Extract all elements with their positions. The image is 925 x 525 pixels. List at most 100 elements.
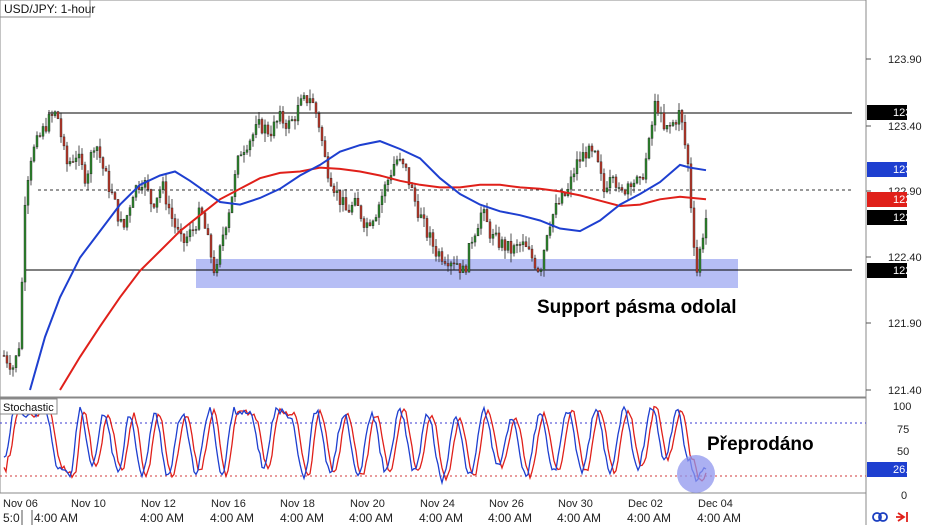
candle-body xyxy=(116,199,120,222)
candle-body xyxy=(263,124,267,134)
candle-body xyxy=(632,182,636,187)
price-tag-label: 123.50 xyxy=(893,107,925,119)
candle-body xyxy=(275,120,279,123)
candle-body xyxy=(29,160,33,181)
candle-body xyxy=(305,95,309,104)
candle-body xyxy=(383,184,387,197)
candle-body xyxy=(641,177,645,180)
candle-body xyxy=(230,196,234,213)
candle-body xyxy=(365,222,369,228)
candle-body xyxy=(104,168,108,172)
price-panel xyxy=(0,0,867,398)
candle-body xyxy=(440,251,444,262)
price-tick: 123.90 xyxy=(888,54,922,66)
oversold-annotation: Přeprodáno xyxy=(707,434,814,455)
candle-body xyxy=(290,119,294,121)
candle-body xyxy=(80,153,84,165)
candle-body xyxy=(698,248,702,273)
candle-body xyxy=(332,185,336,193)
candle-body xyxy=(92,150,96,153)
date-label: Nov 30 xyxy=(558,498,593,510)
candle-body xyxy=(239,154,243,157)
candle-body xyxy=(191,229,195,231)
price-tag-resistance xyxy=(867,105,907,120)
time-label: 4:00 AM xyxy=(34,511,78,525)
candle-body xyxy=(692,207,696,248)
candle-body xyxy=(434,246,438,257)
candle-body xyxy=(161,181,165,190)
candle-body xyxy=(626,183,630,195)
candle-body xyxy=(644,158,648,180)
candle-body xyxy=(23,204,27,283)
stoch-tick: 75 xyxy=(897,424,909,436)
candle-body xyxy=(173,218,177,228)
candle-body xyxy=(527,246,531,250)
candle-body xyxy=(176,226,180,230)
candle-body xyxy=(281,111,285,124)
candle-body xyxy=(77,153,81,159)
stoch-tick: 0 xyxy=(901,490,907,502)
candle-body xyxy=(182,233,186,243)
candle-body xyxy=(401,158,405,165)
candle-body xyxy=(611,176,615,179)
candle-body xyxy=(602,173,606,193)
date-label: Dec 02 xyxy=(628,498,663,510)
candle-body xyxy=(296,105,300,122)
candle-body xyxy=(671,122,675,126)
candle-body xyxy=(677,110,681,125)
candle-body xyxy=(596,150,600,163)
candle-body xyxy=(536,267,540,272)
candle-body xyxy=(503,239,507,251)
candle-body xyxy=(482,209,486,214)
go-to-latest-icon[interactable] xyxy=(896,512,908,522)
candle-body xyxy=(461,265,465,273)
candle-body xyxy=(689,163,693,209)
stoch-value-tag xyxy=(867,462,907,477)
time-label: 4:00 AM xyxy=(140,511,184,525)
candle-body xyxy=(266,124,270,135)
time-label: 4:00 AM xyxy=(280,511,324,525)
candle-body xyxy=(395,159,399,165)
date-label: Nov 18 xyxy=(280,498,315,510)
candle-body xyxy=(548,226,552,236)
candle-body xyxy=(662,112,666,130)
candle-body xyxy=(650,124,654,139)
candle-body xyxy=(17,348,21,356)
candle-body xyxy=(344,197,348,211)
candle-body xyxy=(455,263,459,265)
candle-body xyxy=(551,214,555,228)
candle-body xyxy=(44,126,48,132)
candle-body xyxy=(479,212,483,229)
price-tag-support xyxy=(867,263,907,278)
candle-body xyxy=(233,174,237,197)
date-label: Nov 06 xyxy=(3,498,38,510)
candle-body xyxy=(152,203,156,208)
candle-body xyxy=(584,152,588,159)
candle-body xyxy=(437,251,441,257)
candle-body xyxy=(269,133,273,137)
stoch-label-box xyxy=(0,398,58,415)
stochastic-panel xyxy=(0,397,867,494)
date-label: Dec 04 xyxy=(698,498,733,510)
candle-body xyxy=(656,100,660,114)
candle-body xyxy=(125,215,129,228)
candle-body xyxy=(506,240,510,251)
candle-body xyxy=(89,152,93,175)
chart-title: USD/JPY: 1-hour xyxy=(4,2,95,16)
candle-body xyxy=(59,118,63,138)
candle-body xyxy=(119,219,123,222)
candle-body xyxy=(65,145,69,165)
candle-body xyxy=(458,263,462,273)
date-axis: Nov 06 Nov 10 Nov 12 Nov 16 Nov 18 Nov 2… xyxy=(3,498,733,510)
candle-body xyxy=(242,152,246,155)
candle-body xyxy=(578,159,582,162)
candle-body xyxy=(203,212,207,229)
ma-fast-line xyxy=(29,140,707,391)
candle-body xyxy=(53,111,57,116)
candle-body xyxy=(608,177,612,189)
candle-body xyxy=(293,119,297,122)
link-icon[interactable] xyxy=(872,512,888,522)
candle-body xyxy=(26,180,30,206)
candle-body xyxy=(635,176,639,184)
